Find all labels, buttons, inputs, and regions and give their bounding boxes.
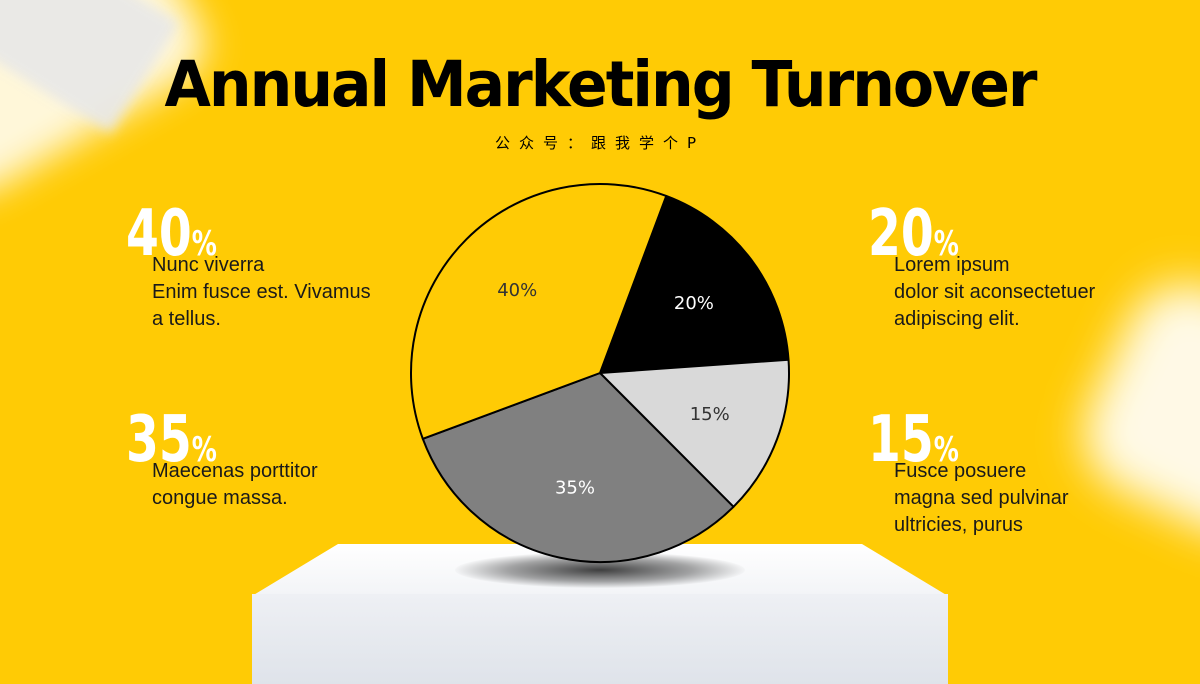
stat-description: Fusce posuere magna sed pulvinar ultrici… [894,458,1069,539]
pie-label-20: 20% [674,293,714,314]
stat-description: Lorem ipsum dolor sit aconsectetuer adip… [894,252,1095,333]
stat-line: adipiscing elit. [894,308,1020,330]
stat-percent: 35% [126,408,217,472]
stat-line: Nunc viverra [152,254,265,276]
pie-slice-15 [599,358,790,508]
stat-line: ultricies, purus [894,514,1023,536]
pie-slice-35 [421,372,735,564]
stat-unit: % [191,224,217,264]
stat-description: Nunc viverra Enim fusce est. Vivamus a t… [152,252,371,333]
stat-line: magna sed pulvinar [894,487,1069,509]
pie-label-35: 35% [555,478,595,499]
stat-unit: % [933,430,959,470]
stat-line: Maecenas porttitor [152,460,318,482]
pie-label-40: 40% [497,280,537,301]
stat-percent: 40% [126,202,217,266]
stat-unit: % [191,430,217,470]
pie-slice-40 [409,182,668,440]
stat-line: a tellus. [152,308,221,330]
podium-front [252,594,948,684]
stat-percent: 15% [868,408,959,472]
stat-value: 35 [126,403,192,477]
stat-line: Lorem ipsum [894,254,1010,276]
pie-label-15: 15% [690,404,730,425]
stat-description: Maecenas porttitor congue massa. [152,458,318,512]
stat-line: dolor sit aconsectetuer [894,281,1096,303]
page-subtitle: 公众号：跟我学个P [494,134,706,152]
stat-unit: % [933,224,959,264]
stat-line: Fusce posuere [894,460,1027,482]
stat-percent: 20% [868,202,959,266]
stat-line: Enim fusce est. Vivamus [152,281,371,303]
page-title: Annual Marketing Turnover [164,48,1037,122]
stat-value: 15 [868,403,934,477]
stat-value: 20 [868,197,934,271]
stat-value: 40 [126,197,192,271]
stat-line: congue massa. [152,487,288,509]
pie-slice-20 [599,194,790,374]
